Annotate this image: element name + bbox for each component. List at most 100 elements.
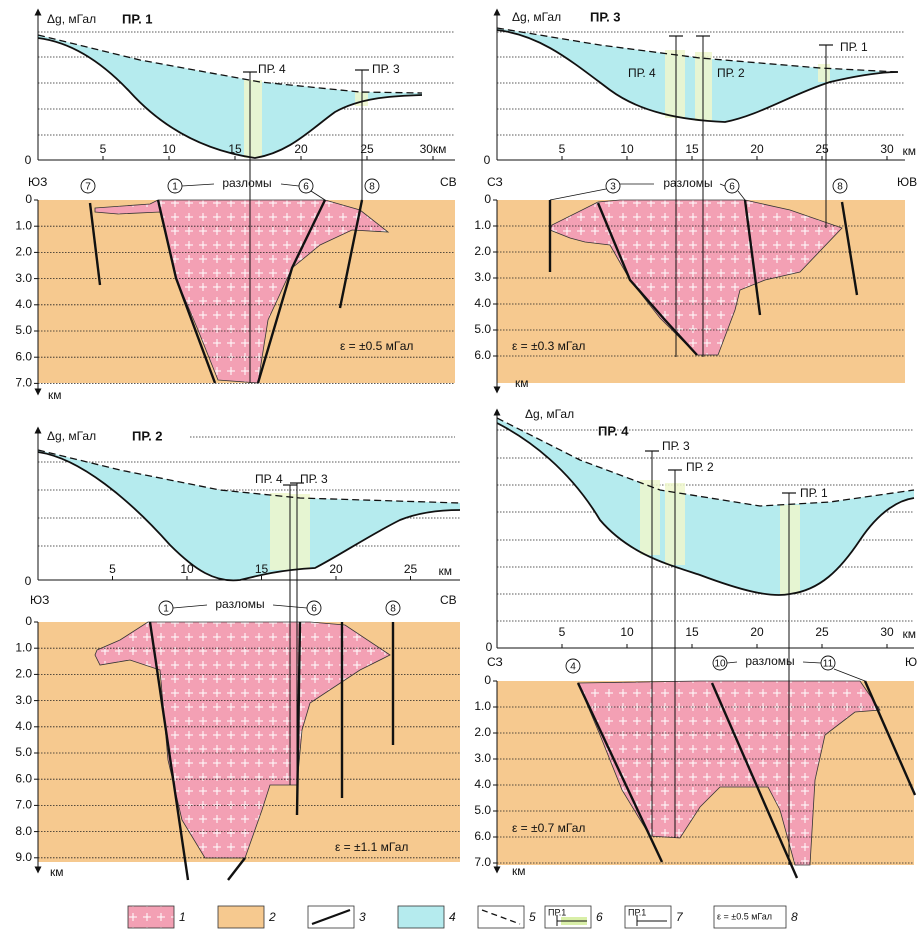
fault-number: 6 bbox=[729, 182, 735, 193]
depth-label: 7.0 bbox=[15, 798, 32, 812]
profile-strip bbox=[290, 494, 310, 569]
depth-label: 5.0 bbox=[15, 323, 32, 337]
profile-strip bbox=[244, 80, 262, 158]
depth-label: 5.0 bbox=[474, 803, 491, 817]
x-tick-label: 20 bbox=[750, 625, 764, 639]
direction-left: ЮЗ bbox=[30, 593, 49, 607]
depth-label: 2.0 bbox=[15, 245, 32, 259]
depth-label: 3.0 bbox=[15, 693, 32, 707]
depth-label: 1.0 bbox=[474, 218, 491, 232]
profile-label: ПР. 2 bbox=[686, 460, 714, 474]
profile-strip bbox=[640, 480, 660, 555]
depth-label: 2.0 bbox=[474, 725, 491, 739]
x-tick-label: 10 bbox=[620, 142, 634, 156]
legend-number: 2 bbox=[268, 910, 276, 924]
depth-unit: км bbox=[50, 865, 64, 879]
depth-label: 9.0 bbox=[15, 850, 32, 864]
fault-number: 6 bbox=[311, 604, 317, 615]
figure: 12345ПР.16ПР.17ε = ±0.5 мГал8 01.02.03.0… bbox=[0, 0, 918, 942]
x-tick-label: 25 bbox=[404, 562, 418, 576]
fault-number: 8 bbox=[369, 182, 375, 193]
depth-unit: км bbox=[48, 388, 62, 402]
faults-label: разломы bbox=[745, 654, 794, 668]
fault-number: 8 bbox=[390, 604, 396, 615]
leader-line bbox=[720, 184, 725, 186]
profile-label: ПР. 3 bbox=[300, 472, 328, 486]
x-tick-label: 20 bbox=[750, 142, 764, 156]
profile-label: ПР. 4 bbox=[628, 66, 656, 80]
x-tick-label: 15 bbox=[255, 562, 269, 576]
depth-label: 3.0 bbox=[474, 270, 491, 284]
x-tick-label: 10 bbox=[620, 625, 634, 639]
legend-number: 3 bbox=[359, 910, 366, 924]
depth-label: 6.0 bbox=[474, 829, 491, 843]
profile-label: ПР. 3 bbox=[372, 62, 400, 76]
axis-label: Δg, мГал bbox=[525, 407, 574, 421]
direction-left: ЮЗ bbox=[28, 175, 47, 189]
leader-line bbox=[182, 184, 214, 186]
fault-number: 8 bbox=[837, 182, 843, 193]
profile-title: ПР. 3 bbox=[590, 9, 621, 24]
depth-label: 8.0 bbox=[15, 824, 32, 838]
epsilon-label: ε = ±0.3 мГал bbox=[512, 339, 585, 353]
epsilon-label: ε = ±1.1 мГал bbox=[335, 840, 408, 854]
x-unit: км bbox=[903, 627, 917, 641]
depth-label: 4.0 bbox=[15, 297, 32, 311]
faults-label: разломы bbox=[222, 176, 271, 190]
axis-label: Δg, мГал bbox=[512, 10, 561, 24]
depth-label: 7.0 bbox=[474, 855, 491, 869]
fault-number: 11 bbox=[823, 659, 834, 670]
legend-number: 6 bbox=[596, 910, 603, 924]
x-unit: км bbox=[439, 564, 453, 578]
profile-title: ПР. 4 bbox=[598, 423, 629, 438]
leader-line bbox=[803, 662, 821, 663]
profile-title: ПР. 1 bbox=[122, 11, 153, 26]
depth-unit: км bbox=[512, 864, 526, 878]
direction-right: СВ bbox=[440, 175, 457, 189]
depth-label: 2.0 bbox=[474, 244, 491, 258]
depth-label: 6.0 bbox=[474, 348, 491, 362]
anomaly-fill bbox=[38, 450, 460, 580]
leader-line bbox=[834, 669, 865, 681]
x-tick-label: 25 bbox=[815, 142, 829, 156]
x-tick-label: 15 bbox=[228, 142, 242, 156]
x-tick-label: 30км bbox=[420, 142, 447, 156]
legend-number: 8 bbox=[791, 910, 798, 924]
direction-left: СЗ bbox=[487, 175, 503, 189]
epsilon-label: ε = ±0.7 мГал bbox=[512, 821, 585, 835]
legend-swatch bbox=[398, 906, 444, 928]
leader-line bbox=[173, 605, 207, 608]
x-tick-label: 15 bbox=[685, 625, 699, 639]
faults-label: разломы bbox=[663, 176, 712, 190]
profile-title: ПР. 2 bbox=[132, 428, 163, 443]
depth-label: 6.0 bbox=[15, 771, 32, 785]
x-tick-label: 5 bbox=[109, 562, 116, 576]
depth-label: 0 bbox=[484, 673, 491, 687]
x-tick-label: 15 bbox=[685, 142, 699, 156]
depth-label: 6.0 bbox=[15, 349, 32, 363]
depth-label: 0 bbox=[25, 192, 32, 206]
fault-number: 1 bbox=[172, 182, 178, 193]
depth-label: 5.0 bbox=[15, 745, 32, 759]
profile-label: ПР. 1 bbox=[840, 40, 868, 54]
fault-number: 3 bbox=[610, 182, 616, 193]
fault-number: 4 bbox=[570, 662, 576, 673]
x-tick-label: 10 bbox=[180, 562, 194, 576]
x-tick-label: 30 bbox=[880, 142, 894, 156]
x-tick-label: 20 bbox=[294, 142, 308, 156]
profile-label: ПР. 1 bbox=[800, 486, 828, 500]
x-tick-label: 25 bbox=[815, 625, 829, 639]
depth-label: 0 bbox=[484, 192, 491, 206]
depth-label: 1.0 bbox=[474, 699, 491, 713]
depth-label: 2.0 bbox=[15, 667, 32, 681]
legend-number: 5 bbox=[529, 910, 536, 924]
fault-number: 1 bbox=[163, 604, 169, 615]
depth-label: 1.0 bbox=[15, 640, 32, 654]
depth-label: 7.0 bbox=[15, 376, 32, 390]
direction-left: СЗ bbox=[487, 655, 503, 669]
depth-unit: км bbox=[515, 376, 529, 390]
leader-line bbox=[727, 662, 737, 663]
